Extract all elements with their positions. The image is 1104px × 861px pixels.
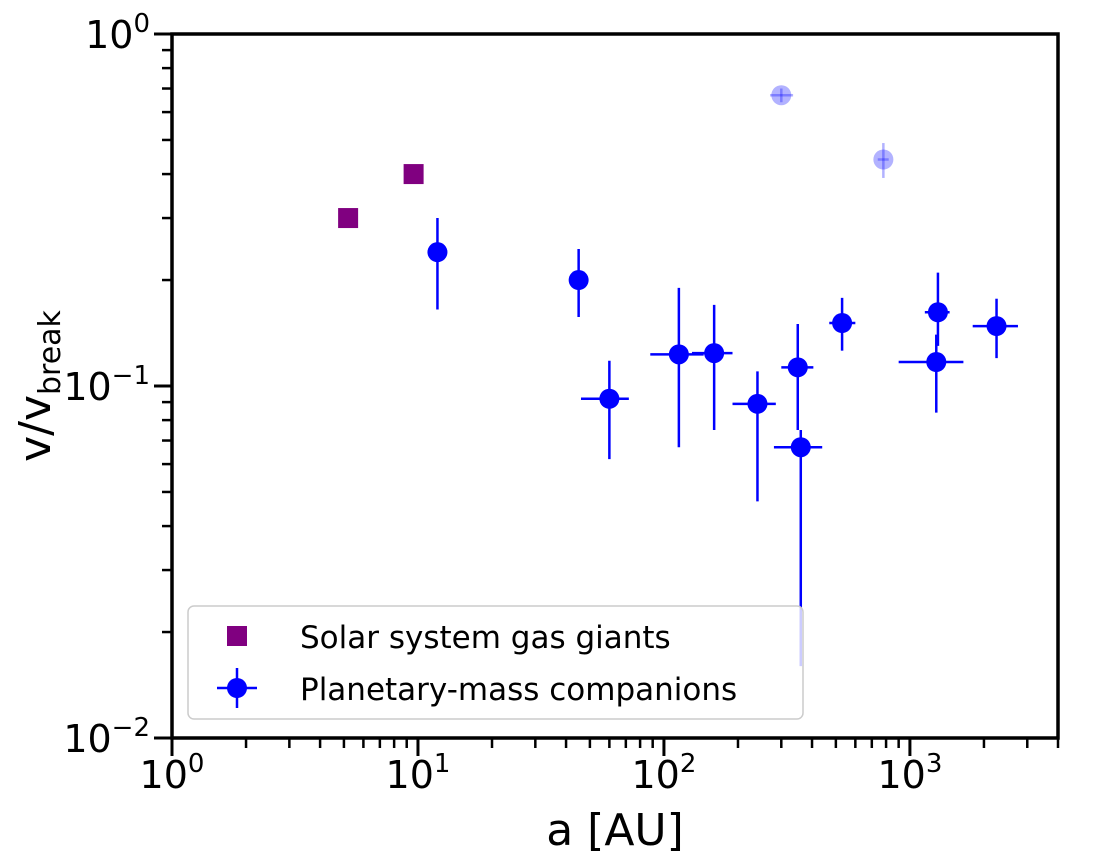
x-tick-label-exponent: 1 bbox=[434, 749, 451, 779]
data-layer bbox=[338, 85, 1018, 667]
y-tick-label-exponent: 0 bbox=[133, 9, 150, 39]
x-axis-label: a [AU] bbox=[546, 805, 684, 856]
y-tick-label: 10−1 bbox=[63, 361, 150, 409]
companion-marker bbox=[427, 242, 448, 263]
companion-marker bbox=[747, 393, 768, 414]
companion-marker bbox=[599, 388, 620, 409]
companion-marker bbox=[926, 351, 947, 372]
legend-frame bbox=[187, 605, 804, 720]
x-tick-label: 101 bbox=[386, 749, 451, 797]
y-axis-label-subscript: break bbox=[33, 309, 68, 395]
x-tick-label-exponent: 2 bbox=[680, 749, 697, 779]
companion-marker bbox=[668, 344, 689, 365]
legend: Solar system gas giants Planetary-mass c… bbox=[187, 605, 804, 720]
companion-faded-marker bbox=[873, 149, 894, 170]
x-tick-label-base: 10 bbox=[631, 753, 679, 797]
legend-marker-circle bbox=[227, 678, 247, 698]
y-tick-label-exponent: −1 bbox=[112, 361, 150, 391]
x-tick-label: 102 bbox=[631, 749, 696, 797]
y-tick-label: 100 bbox=[85, 9, 150, 57]
gas-giant-marker bbox=[403, 164, 424, 185]
legend-label-companions: Planetary-mass companions bbox=[300, 672, 737, 708]
legend-marker-square bbox=[227, 626, 247, 646]
companion-marker bbox=[787, 357, 808, 378]
companion-marker bbox=[790, 437, 811, 458]
y-tick-label-exponent: −2 bbox=[112, 713, 150, 743]
companion-marker bbox=[568, 270, 589, 291]
companion-marker bbox=[927, 302, 948, 323]
companion-marker bbox=[704, 343, 725, 364]
x-tick-label: 100 bbox=[140, 749, 205, 797]
companion-faded-marker bbox=[771, 85, 792, 106]
x-tick-label: 103 bbox=[877, 749, 942, 797]
y-tick-label-base: 10 bbox=[63, 717, 111, 761]
x-tick-label-exponent: 3 bbox=[926, 749, 943, 779]
y-tick-label-base: 10 bbox=[63, 365, 111, 409]
major-ticks bbox=[154, 32, 912, 756]
y-tick-label-base: 10 bbox=[85, 13, 133, 57]
companion-marker bbox=[986, 316, 1007, 337]
y-axis-label: v/vbreak bbox=[10, 309, 68, 461]
x-tick-label-base: 10 bbox=[140, 753, 188, 797]
x-tick-label-base: 10 bbox=[386, 753, 434, 797]
gas-giant-marker bbox=[338, 208, 359, 229]
x-tick-label-exponent: 0 bbox=[188, 749, 205, 779]
plot-frame bbox=[170, 32, 1060, 740]
y-tick-label: 10−2 bbox=[63, 713, 150, 761]
y-axis-label-main: v/v bbox=[10, 395, 61, 462]
legend-label-solar-system: Solar system gas giants bbox=[300, 620, 671, 656]
x-tick-label-base: 10 bbox=[877, 753, 925, 797]
companion-marker bbox=[832, 313, 853, 334]
